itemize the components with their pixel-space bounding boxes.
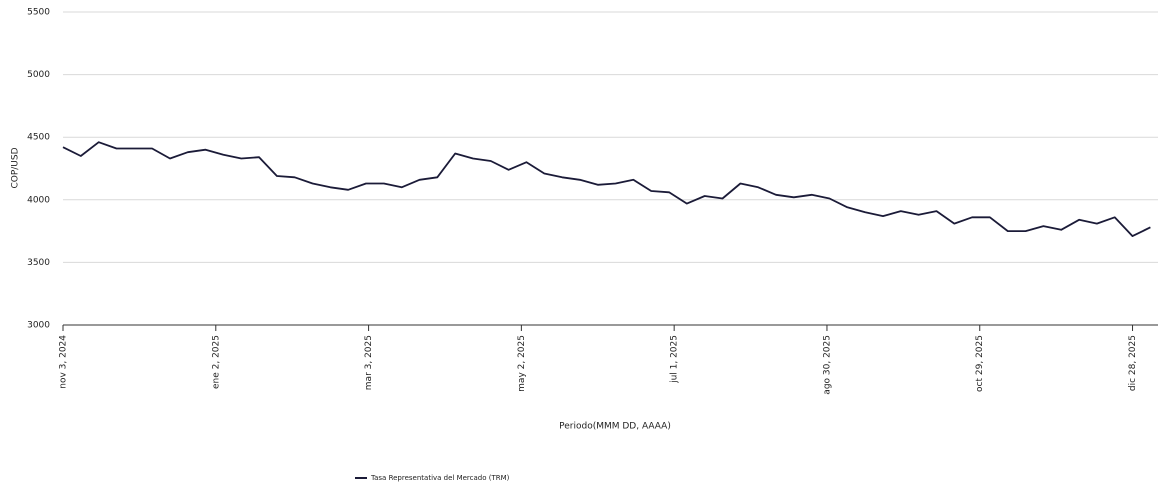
- x-tick-label: mar 3, 2025: [364, 335, 374, 390]
- y-tick-label: 3000: [27, 321, 50, 331]
- x-tick-label: may 2, 2025: [517, 335, 527, 392]
- x-axis-label: Periodo(MMM DD, AAAA): [559, 422, 671, 432]
- x-tick-label: jul 1, 2025: [670, 335, 680, 384]
- x-tick-label: oct 29, 2025: [975, 335, 985, 392]
- x-tick-label: dic 28, 2025: [1128, 335, 1138, 391]
- y-tick-label: 5500: [27, 8, 50, 18]
- y-tick-label: 4500: [27, 133, 50, 143]
- x-tick-label: ene 2, 2025: [211, 335, 221, 389]
- y-tick-label: 5000: [27, 70, 50, 80]
- x-tick-label: ago 30, 2025: [822, 335, 832, 395]
- x-tick-label: nov 3, 2024: [59, 335, 69, 389]
- y-tick-label: 4000: [27, 195, 50, 205]
- legend-label: Tasa Representativa del Mercado (TRM): [370, 474, 510, 482]
- y-axis-label: COP/USD: [11, 147, 21, 188]
- y-tick-label: 3500: [27, 258, 50, 268]
- line-series: [62, 141, 1151, 237]
